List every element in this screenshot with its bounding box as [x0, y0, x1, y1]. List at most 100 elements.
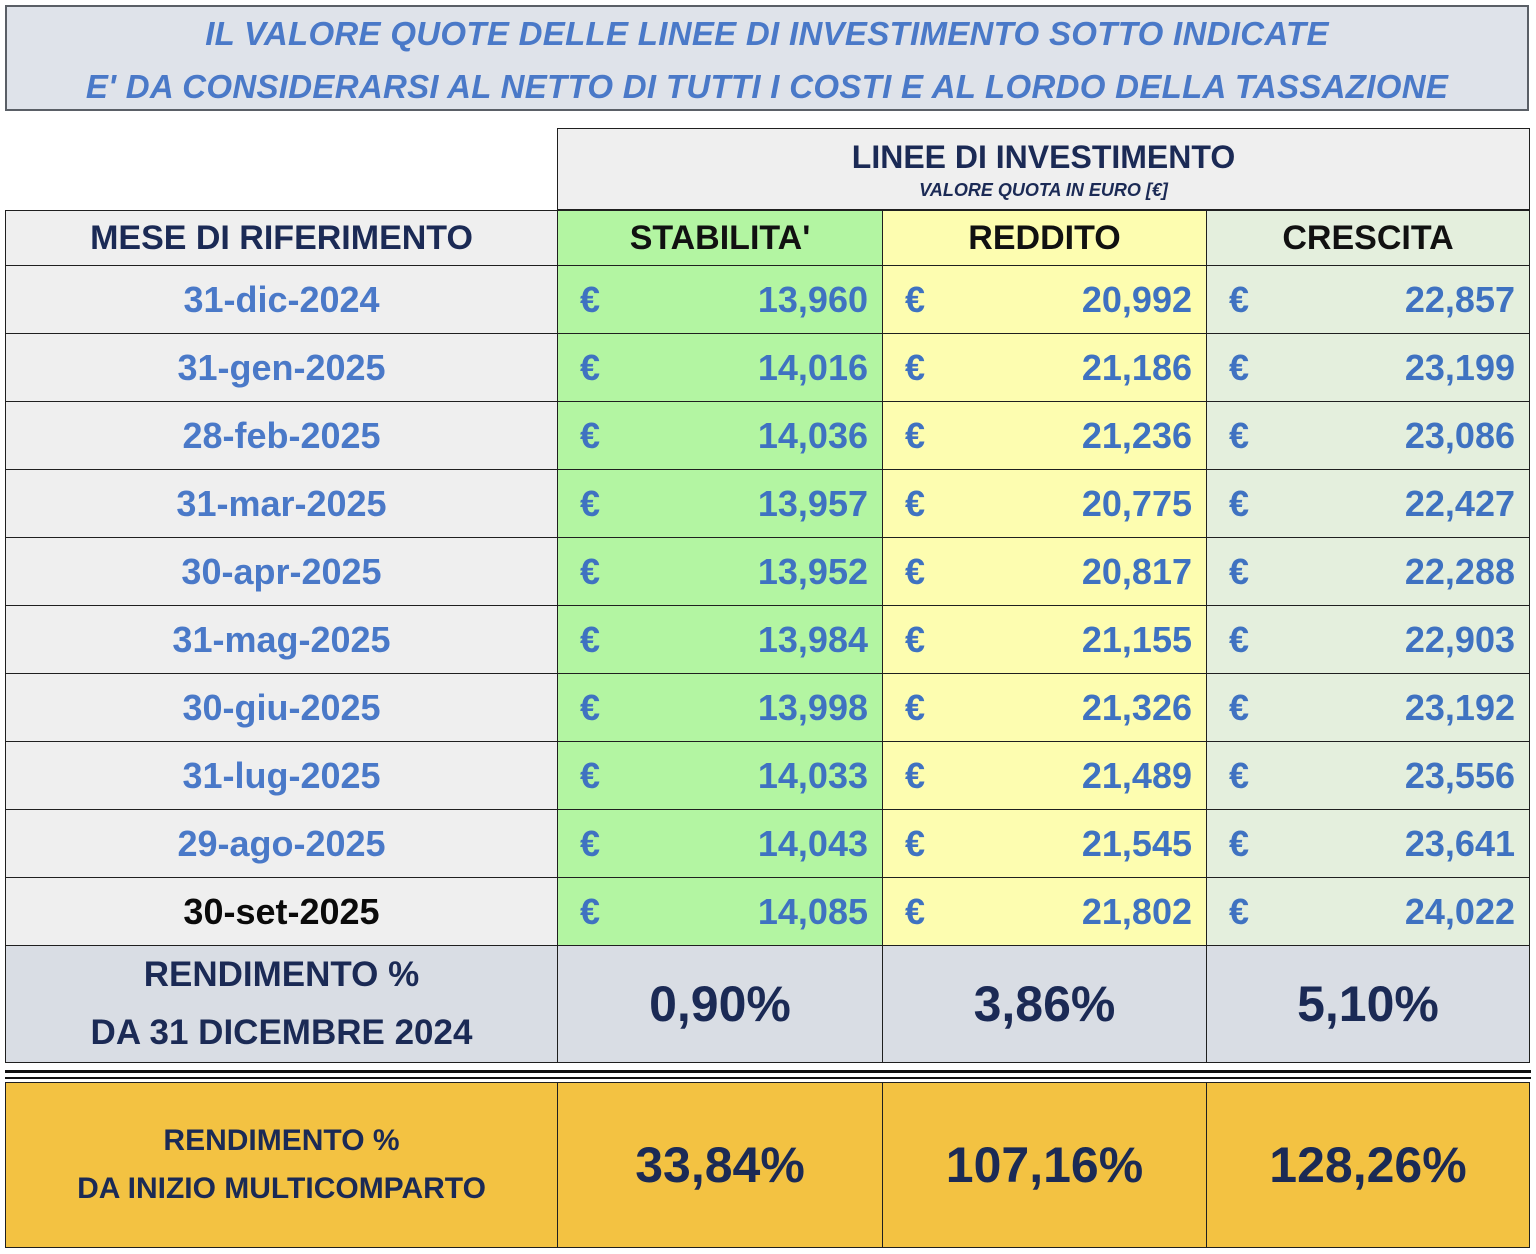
euro-symbol: € [905, 414, 926, 456]
stabilita-value-cell: €14,016 [557, 333, 883, 402]
crescita-quote-value: 23,086 [1404, 414, 1515, 456]
crescita-quote-value: 23,199 [1404, 346, 1515, 388]
reddito-quote-value: 21,326 [1081, 686, 1192, 728]
crescita-value-cell: €23,199 [1206, 333, 1530, 402]
crescita-quote-value: 22,288 [1404, 550, 1515, 592]
crescita-value-cell: €22,857 [1206, 265, 1530, 334]
stabilita-value-cell: €13,960 [557, 265, 883, 334]
stabilita-value-cell: €13,998 [557, 673, 883, 742]
euro-symbol: € [580, 754, 601, 796]
crescita-value-cell: €22,427 [1206, 469, 1530, 538]
ytd-return-stabilita: 0,90% [557, 945, 883, 1063]
ytd-return-label: RENDIMENTO % DA 31 DICEMBRE 2024 [5, 945, 558, 1063]
inception-return-crescita: 128,26% [1206, 1082, 1530, 1248]
reddito-quote-value: 21,545 [1081, 822, 1192, 864]
reddito-quote-value: 21,186 [1081, 346, 1192, 388]
euro-symbol: € [1229, 686, 1250, 728]
stabilita-quote-value: 14,043 [757, 822, 868, 864]
crescita-value-cell: €23,086 [1206, 401, 1530, 470]
euro-symbol: € [1229, 482, 1250, 524]
date-cell: 30-apr-2025 [5, 537, 558, 606]
ytd-return-reddito: 3,86% [882, 945, 1207, 1063]
inception-label-line-2: DA INIZIO MULTICOMPARTO [77, 1172, 486, 1205]
stabilita-value-cell: €14,043 [557, 809, 883, 878]
stabilita-quote-value: 13,998 [757, 686, 868, 728]
euro-symbol: € [580, 346, 601, 388]
notice-line-1: IL VALORE QUOTE DELLE LINEE DI INVESTIME… [205, 15, 1329, 52]
ytd-label-line-1: RENDIMENTO % [143, 955, 420, 994]
inception-return-label: RENDIMENTO % DA INIZIO MULTICOMPARTO [5, 1082, 558, 1248]
notice-banner: IL VALORE QUOTE DELLE LINEE DI INVESTIME… [5, 5, 1529, 111]
euro-symbol: € [905, 278, 926, 320]
euro-symbol: € [1229, 890, 1250, 932]
date-cell: 31-dic-2024 [5, 265, 558, 334]
euro-symbol: € [1229, 550, 1250, 592]
stabilita-quote-value: 13,960 [757, 278, 868, 320]
crescita-value-cell: €24,022 [1206, 877, 1530, 946]
reddito-value-cell: €20,992 [882, 265, 1207, 334]
euro-symbol: € [1229, 278, 1250, 320]
inception-return-reddito: 107,16% [882, 1082, 1207, 1248]
investment-lines-subtitle: VALORE QUOTA IN EURO [€] [919, 180, 1168, 200]
stabilita-value-cell: €13,984 [557, 605, 883, 674]
euro-symbol: € [905, 346, 926, 388]
reddito-quote-value: 20,817 [1081, 550, 1192, 592]
euro-symbol: € [1229, 754, 1250, 796]
ytd-label-line-2: DA 31 DICEMBRE 2024 [90, 1013, 473, 1052]
date-cell: 29-ago-2025 [5, 809, 558, 878]
reddito-column-header: REDDITO [882, 210, 1207, 266]
crescita-quote-value: 23,641 [1404, 822, 1515, 864]
reddito-quote-value: 21,802 [1081, 890, 1192, 932]
euro-symbol: € [580, 822, 601, 864]
crescita-quote-value: 22,903 [1404, 618, 1515, 660]
crescita-quote-value: 22,857 [1404, 278, 1515, 320]
stabilita-value-cell: €14,036 [557, 401, 883, 470]
euro-symbol: € [905, 754, 926, 796]
crescita-value-cell: €23,641 [1206, 809, 1530, 878]
crescita-quote-value: 24,022 [1404, 890, 1515, 932]
stabilita-value-cell: €14,033 [557, 741, 883, 810]
euro-symbol: € [905, 822, 926, 864]
stabilita-value-cell: €13,957 [557, 469, 883, 538]
euro-symbol: € [580, 890, 601, 932]
date-cell: 31-mag-2025 [5, 605, 558, 674]
crescita-quote-value: 22,427 [1404, 482, 1515, 524]
euro-symbol: € [580, 550, 601, 592]
euro-symbol: € [580, 414, 601, 456]
crescita-value-cell: €23,556 [1206, 741, 1530, 810]
reddito-value-cell: €21,186 [882, 333, 1207, 402]
euro-symbol: € [905, 686, 926, 728]
investment-lines-title: LINEE DI INVESTIMENTO [851, 139, 1236, 175]
month-column-header: MESE DI RIFERIMENTO [5, 210, 558, 266]
reddito-value-cell: €21,155 [882, 605, 1207, 674]
reddito-value-cell: €21,802 [882, 877, 1207, 946]
double-rule-top [5, 1070, 1531, 1073]
stabilita-column-header: STABILITA' [557, 210, 883, 266]
stabilita-quote-value: 13,957 [757, 482, 868, 524]
euro-symbol: € [580, 618, 601, 660]
euro-symbol: € [1229, 618, 1250, 660]
reddito-value-cell: €21,326 [882, 673, 1207, 742]
stabilita-value-cell: €13,952 [557, 537, 883, 606]
inception-label-line-1: RENDIMENTO % [163, 1124, 400, 1157]
euro-symbol: € [580, 278, 601, 320]
ytd-return-crescita: 5,10% [1206, 945, 1530, 1063]
reddito-quote-value: 21,489 [1081, 754, 1192, 796]
euro-symbol: € [905, 550, 926, 592]
notice-line-2: E' DA CONSIDERARSI AL NETTO DI TUTTI I C… [85, 68, 1449, 105]
euro-symbol: € [1229, 346, 1250, 388]
date-cell: 31-gen-2025 [5, 333, 558, 402]
stabilita-quote-value: 14,036 [757, 414, 868, 456]
euro-symbol: € [580, 686, 601, 728]
euro-symbol: € [1229, 822, 1250, 864]
double-rule-bottom [5, 1077, 1531, 1079]
inception-return-stabilita: 33,84% [557, 1082, 883, 1248]
reddito-quote-value: 21,236 [1081, 414, 1192, 456]
date-cell: 31-lug-2025 [5, 741, 558, 810]
euro-symbol: € [905, 618, 926, 660]
stabilita-value-cell: €14,085 [557, 877, 883, 946]
reddito-value-cell: €21,545 [882, 809, 1207, 878]
date-cell: 31-mar-2025 [5, 469, 558, 538]
stabilita-quote-value: 14,016 [757, 346, 868, 388]
investment-lines-header: LINEE DI INVESTIMENTO VALORE QUOTA IN EU… [557, 128, 1530, 210]
